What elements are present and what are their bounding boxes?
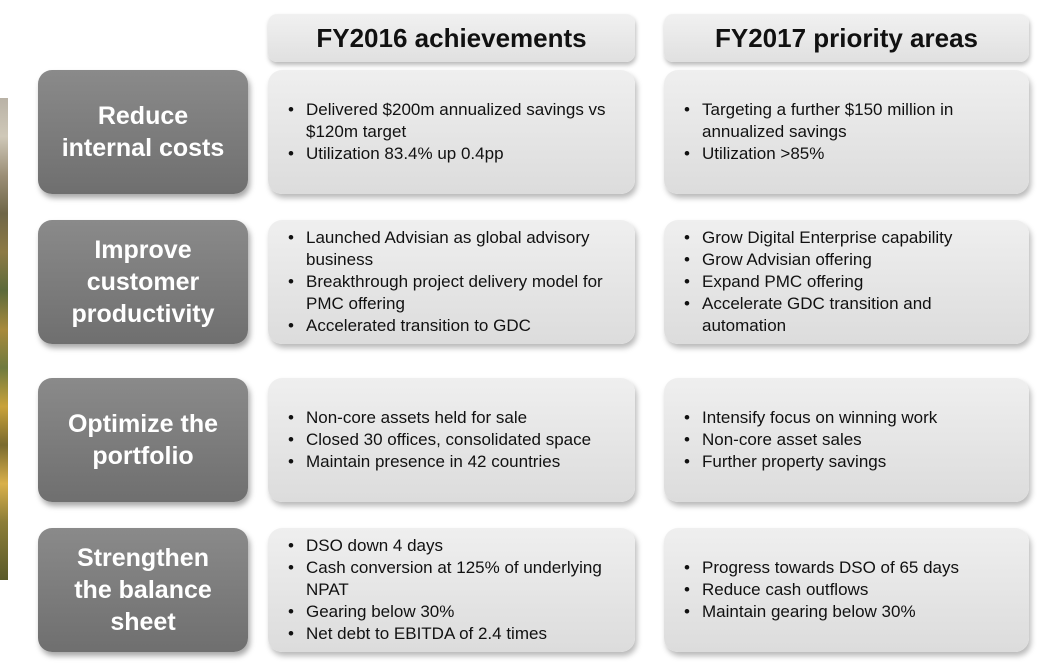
bullet-item: Accelerated transition to GDC <box>286 315 619 337</box>
header-fy2017-priority-areas: FY2017 priority areas <box>664 14 1029 62</box>
row-label-text: Optimize the portfolio <box>67 410 218 470</box>
card-fy2016-reduce-internal-costs: Delivered $200m annualized savings vs $1… <box>268 70 635 194</box>
bullet-item: Grow Advisian offering <box>682 249 1013 271</box>
background-photo-strip <box>0 98 8 580</box>
card-fy2017-optimize-the-portfolio: Intensify focus on winning work Non-core… <box>664 378 1029 502</box>
bullet-item: Grow Digital Enterprise capability <box>682 227 1013 249</box>
bullet-item: Further property savings <box>682 451 1013 473</box>
row-label-text: Reduce internal costs <box>61 102 225 162</box>
card-fy2016-optimize-the-portfolio: Non-core assets held for sale Closed 30 … <box>268 378 635 502</box>
row-label-optimize-the-portfolio: Optimize the portfolio <box>38 378 248 502</box>
bullet-item: DSO down 4 days <box>286 535 619 557</box>
bullet-list: Launched Advisian as global advisory bus… <box>286 227 619 337</box>
bullet-list: Intensify focus on winning work Non-core… <box>682 407 1013 473</box>
bullet-item: Utilization 83.4% up 0.4pp <box>286 143 619 165</box>
bullet-list: Targeting a further $150 million in annu… <box>682 99 1013 165</box>
row-label-strengthen-the-balance-sheet: Strengthen the balance sheet <box>38 528 248 652</box>
bullet-item: Delivered $200m annualized savings vs $1… <box>286 99 619 143</box>
row-label-reduce-internal-costs: Reduce internal costs <box>38 70 248 194</box>
card-fy2017-improve-customer-productivity: Grow Digital Enterprise capability Grow … <box>664 220 1029 344</box>
card-fy2016-improve-customer-productivity: Launched Advisian as global advisory bus… <box>268 220 635 344</box>
bullet-item: Intensify focus on winning work <box>682 407 1013 429</box>
bullet-item: Accelerate GDC transition and automation <box>682 293 1013 337</box>
bullet-item: Non-core assets held for sale <box>286 407 619 429</box>
bullet-item: Breakthrough project delivery model for … <box>286 271 619 315</box>
row-label-text: Strengthen the balance sheet <box>74 544 212 636</box>
row-label-text: Improve customer productivity <box>71 236 215 328</box>
bullet-item: Maintain gearing below 30% <box>682 601 1013 623</box>
header-fy2016-achievements: FY2016 achievements <box>268 14 635 62</box>
bullet-item: Net debt to EBITDA of 2.4 times <box>286 623 619 645</box>
bullet-item: Reduce cash outflows <box>682 579 1013 601</box>
bullet-item: Expand PMC offering <box>682 271 1013 293</box>
bullet-list: DSO down 4 days Cash conversion at 125% … <box>286 535 619 645</box>
bullet-item: Launched Advisian as global advisory bus… <box>286 227 619 271</box>
row-label-improve-customer-productivity: Improve customer productivity <box>38 220 248 344</box>
bullet-item: Closed 30 offices, consolidated space <box>286 429 619 451</box>
bullet-item: Maintain presence in 42 countries <box>286 451 619 473</box>
bullet-item: Gearing below 30% <box>286 601 619 623</box>
bullet-list: Non-core assets held for sale Closed 30 … <box>286 407 619 473</box>
bullet-item: Cash conversion at 125% of underlying NP… <box>286 557 619 601</box>
bullet-item: Utilization >85% <box>682 143 1013 165</box>
card-fy2017-reduce-internal-costs: Targeting a further $150 million in annu… <box>664 70 1029 194</box>
bullet-list: Progress towards DSO of 65 days Reduce c… <box>682 557 1013 623</box>
bullet-item: Targeting a further $150 million in annu… <box>682 99 1013 143</box>
bullet-list: Grow Digital Enterprise capability Grow … <box>682 227 1013 337</box>
card-fy2016-strengthen-the-balance-sheet: DSO down 4 days Cash conversion at 125% … <box>268 528 635 652</box>
bullet-list: Delivered $200m annualized savings vs $1… <box>286 99 619 165</box>
card-fy2017-strengthen-the-balance-sheet: Progress towards DSO of 65 days Reduce c… <box>664 528 1029 652</box>
bullet-item: Non-core asset sales <box>682 429 1013 451</box>
bullet-item: Progress towards DSO of 65 days <box>682 557 1013 579</box>
